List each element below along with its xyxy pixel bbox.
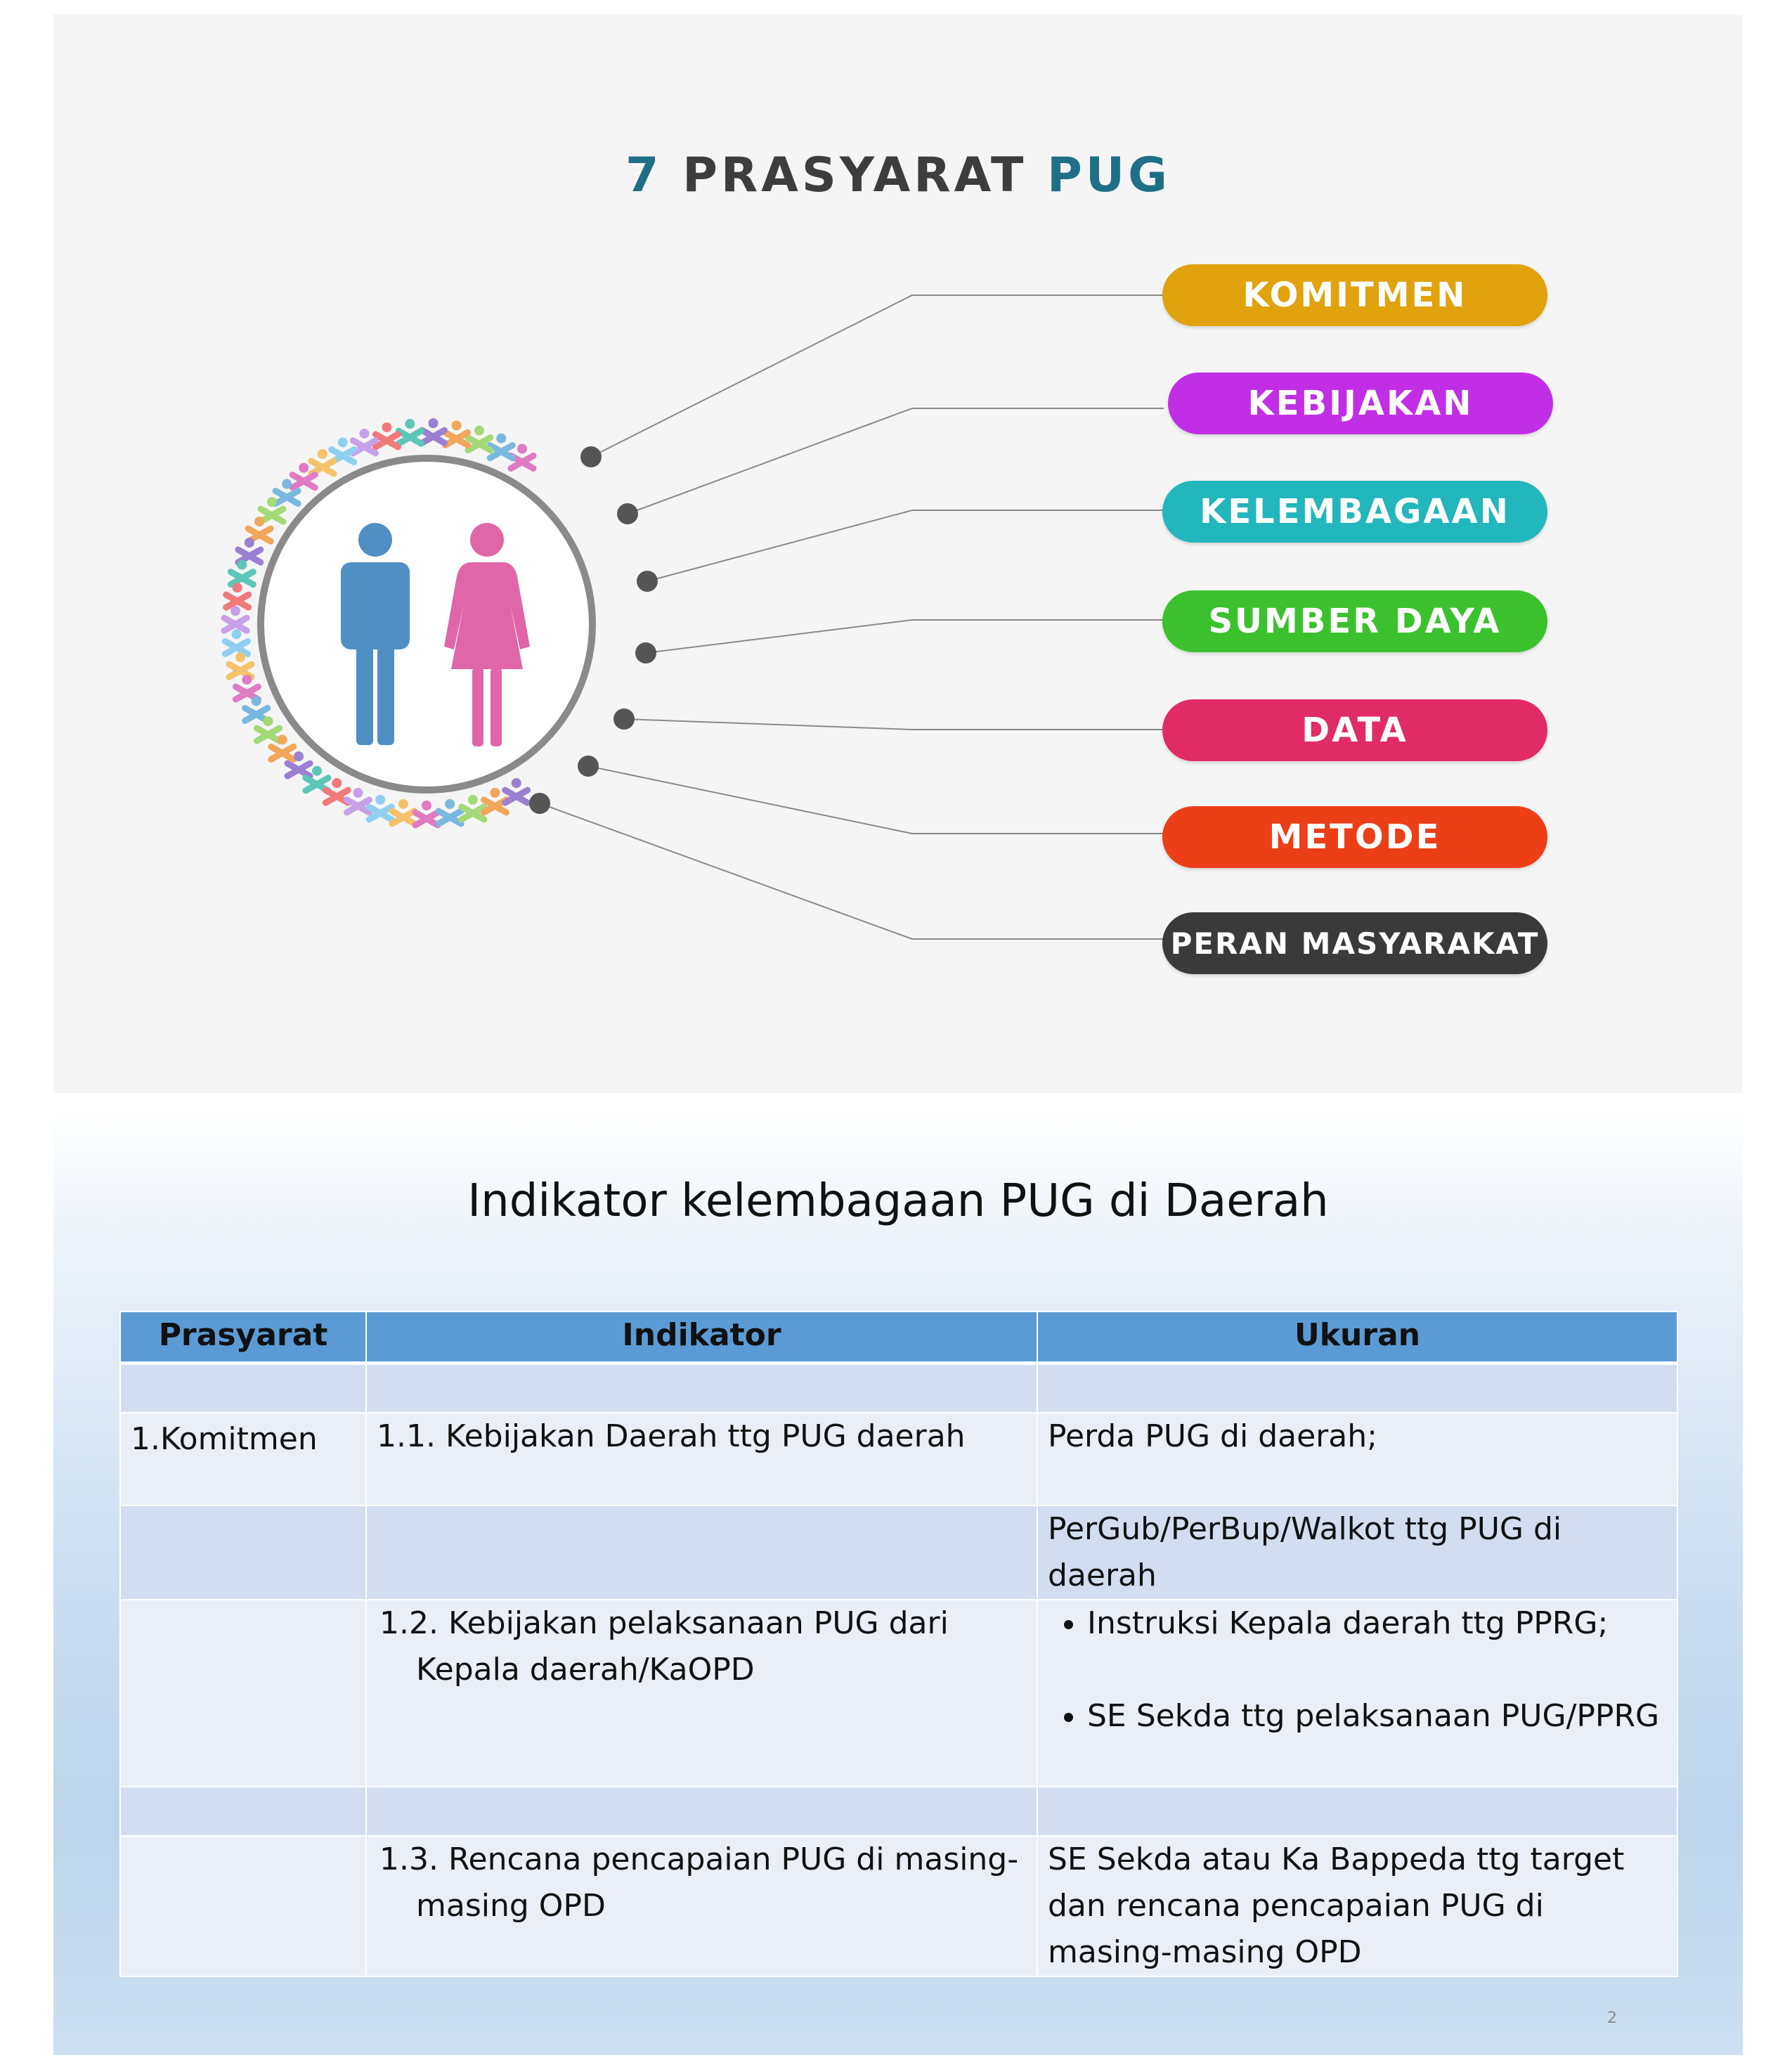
ring-person-icon: [221, 629, 251, 657]
table-row: [119, 1785, 1678, 1837]
cell-prasyarat: 1.Komitmen: [119, 1411, 367, 1506]
prasyarat-diagram: [221, 294, 1164, 940]
cell-ukuran: SE Sekda atau Ka Bappeda ttg target dan …: [1037, 1834, 1678, 1977]
title-number: 7: [625, 148, 663, 203]
table-row: PerGub/PerBup/Walkot ttg PUG di daerah: [119, 1504, 1678, 1600]
header-indikator: Indikator: [365, 1311, 1038, 1365]
ukuran-bullet-list: Instruksi Kepala daerah ttg PPRG; SE Sek…: [1048, 1600, 1667, 1740]
cell-indikator: 1.3. Rencana pencapaian PUG di masing-ma…: [365, 1834, 1038, 1977]
ring-person-icon: [372, 422, 401, 451]
cell-prasyarat: [119, 1362, 367, 1413]
ring-person-icon: [254, 716, 283, 744]
ring-person-icon: [486, 433, 516, 462]
cell-indikator: [365, 1362, 1038, 1413]
ring-person-icon: [502, 778, 531, 806]
table-header-row: Prasyarat Indikator Ukuran: [119, 1311, 1678, 1365]
ring-person-icon: [272, 479, 301, 507]
ring-person-icon: [221, 606, 250, 634]
cell-prasyarat: [119, 1504, 367, 1600]
center-circle: [257, 455, 596, 794]
title-prasyarat: PRASYARAT: [682, 148, 1027, 203]
man-icon: [341, 523, 410, 745]
connector-lines: [539, 294, 1164, 940]
ring-person-icon: [365, 794, 395, 823]
slide2-title: Indikator kelembagaan PUG di Daerah: [467, 1175, 1329, 1227]
ring-person-icon: [232, 675, 261, 703]
ring-person-icon: [465, 425, 494, 454]
ring-person-icon: [442, 420, 472, 448]
cell-ukuran: PerGub/PerBup/Walkot ttg PUG di daerah: [1037, 1504, 1678, 1600]
ring-person-icon: [344, 787, 373, 816]
table-row: 1.3. Rencana pencapaian PUG di masing-ma…: [119, 1834, 1678, 1977]
cell-ukuran: [1037, 1362, 1678, 1413]
pill-sumber-daya: SUMBER DAYA: [1162, 590, 1547, 652]
ring-person-icon: [395, 419, 424, 447]
ring-person-icon: [458, 794, 488, 823]
slide1-title: 7 PRASYARAT PUG: [53, 148, 1743, 203]
cell-prasyarat: [119, 1598, 367, 1787]
ring-person-icon: [227, 559, 257, 588]
cell-prasyarat: [119, 1834, 367, 1977]
ring-person-icon: [268, 734, 297, 763]
title-pug: PUG: [1047, 148, 1171, 203]
page-number: 2: [1607, 2009, 1617, 2027]
pill-komitmen: KOMITMEN: [1162, 264, 1547, 326]
cell-indikator: [365, 1785, 1038, 1837]
pill-kebijakan: KEBIJAKAN: [1168, 373, 1553, 434]
cell-ukuran: [1037, 1785, 1678, 1837]
people-ring-icon: [221, 418, 537, 829]
ring-person-icon: [242, 696, 271, 724]
cell-ukuran: Perda PUG di daerah;: [1037, 1411, 1678, 1506]
ring-person-icon: [308, 448, 337, 477]
ring-person-icon: [284, 751, 313, 779]
cell-prasyarat: [119, 1785, 367, 1837]
pill-metode: METODE: [1162, 806, 1547, 868]
slide-prasyarat: 7 PRASYARAT PUG: [53, 14, 1743, 1093]
ring-person-icon: [302, 765, 332, 794]
table-row: [119, 1362, 1678, 1413]
cell-indikator: 1.2. Kebijakan pelaksanaan PUG dari Kepa…: [365, 1598, 1038, 1787]
woman-icon: [444, 523, 530, 746]
list-item: Instruksi Kepala daerah ttg PPRG;: [1087, 1600, 1667, 1647]
slide-indikator: Indikator kelembagaan PUG di Daerah Pras…: [53, 1112, 1743, 2055]
cell-indikator: [365, 1504, 1038, 1600]
indikator-table: Prasyarat Indikator Ukuran 1.Komitmen 1.…: [119, 1311, 1678, 1977]
pill-kelembagaan: KELEMBAGAAN: [1162, 481, 1547, 543]
table-row: 1.Komitmen 1.1. Kebijakan Daerah ttg PUG…: [119, 1411, 1678, 1506]
ring-person-icon: [418, 418, 448, 446]
ring-person-icon: [223, 583, 252, 611]
ring-person-icon: [235, 538, 264, 566]
ring-person-icon: [349, 428, 379, 457]
ring-person-icon: [389, 798, 418, 827]
ring-person-icon: [435, 798, 465, 827]
connector-dots: [529, 446, 658, 814]
table-row: 1.2. Kebijakan pelaksanaan PUG dari Kepa…: [119, 1598, 1678, 1787]
ring-person-icon: [412, 801, 441, 829]
header-prasyarat: Prasyarat: [119, 1311, 367, 1365]
pill-data: DATA: [1162, 699, 1547, 761]
cell-indikator: 1.1. Kebijakan Daerah ttg PUG daerah: [365, 1411, 1038, 1506]
list-item: SE Sekda ttg pelaksanaan PUG/PPRG: [1087, 1693, 1667, 1740]
ring-person-icon: [289, 462, 318, 491]
ring-person-icon: [257, 497, 287, 525]
cell-ukuran: Instruksi Kepala daerah ttg PPRG; SE Sek…: [1037, 1598, 1678, 1787]
header-ukuran: Ukuran: [1037, 1311, 1678, 1365]
pill-peran-masyarakat: PERAN MASYARAKAT: [1162, 912, 1547, 974]
